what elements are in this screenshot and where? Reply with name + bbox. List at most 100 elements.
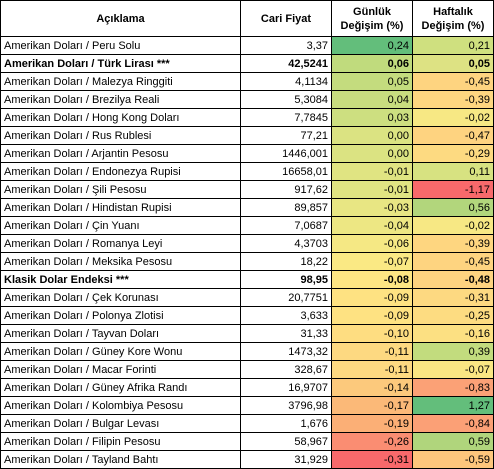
weekly-change-cell: -0,02 [412, 216, 494, 235]
daily-change-cell: 0,05 [331, 72, 413, 91]
currency-pair-cell: Amerikan Doları / Endonezya Rupisi [0, 162, 241, 181]
weekly-change-cell: -0,39 [412, 90, 494, 109]
table-row: Amerikan Doları / Tayvan Doları 31,33 -0,1… [0, 324, 494, 343]
table-body: Amerikan Doları / Peru Solu 3,37 0,24 0,21 A… [0, 36, 494, 469]
table-row: Amerikan Doları / Bulgar Levası 1,676 -0,1… [0, 414, 494, 433]
current-price-cell: 20,7751 [240, 288, 332, 307]
daily-change-cell: -0,01 [331, 180, 413, 199]
header-weekly-change: Haftalık Değişim (%) [412, 0, 494, 37]
currency-pair-cell: Amerikan Doları / Malezya Ringgiti [0, 72, 241, 91]
weekly-change-cell: 0,59 [412, 432, 494, 451]
weekly-change-cell: -0,31 [412, 288, 494, 307]
current-price-cell: 328,67 [240, 360, 332, 379]
current-price-cell: 917,62 [240, 180, 332, 199]
currency-pair-cell: Amerikan Doları / Brezilya Reali [0, 90, 241, 109]
currency-pair-cell: Amerikan Doları / Peru Solu [0, 36, 241, 55]
table-row: Amerikan Doları / Türk Lirası *** 42,5241… [0, 54, 494, 73]
current-price-cell: 5,3084 [240, 90, 332, 109]
daily-change-cell: 0,03 [331, 108, 413, 127]
header-row: Açıklama Cari Fiyat Günlük Değişim (%) H… [0, 0, 494, 37]
table-row: Amerikan Doları / Peru Solu 3,37 0,24 0,21 [0, 36, 494, 55]
currency-pair-cell: Amerikan Doları / Çek Korunası [0, 288, 241, 307]
currency-pair-cell: Amerikan Doları / Hindistan Rupisi [0, 198, 241, 217]
daily-change-cell: -0,01 [331, 162, 413, 181]
weekly-change-cell: -0,39 [412, 234, 494, 253]
current-price-cell: 4,1134 [240, 72, 332, 91]
table-header: Açıklama Cari Fiyat Günlük Değişim (%) H… [0, 0, 494, 37]
weekly-change-cell: -0,29 [412, 144, 494, 163]
current-price-cell: 3,633 [240, 306, 332, 325]
table-row: Amerikan Doları / Tayland Bahtı 31,929 -0,… [0, 450, 494, 469]
header-weekly-line1: Haftalık [433, 5, 473, 18]
table-row: Amerikan Doları / Macar Forinti 328,67 -0,… [0, 360, 494, 379]
weekly-change-cell: -0,47 [412, 126, 494, 145]
weekly-change-cell: -0,83 [412, 378, 494, 397]
currency-pair-cell: Amerikan Doları / Filipin Pesosu [0, 432, 241, 451]
current-price-cell: 77,21 [240, 126, 332, 145]
currency-pair-cell: Amerikan Doları / Bulgar Levası [0, 414, 241, 433]
current-price-cell: 16658,01 [240, 162, 332, 181]
table-row: Amerikan Doları / Endonezya Rupisi 16658,… [0, 162, 494, 181]
currency-pair-cell: Amerikan Doları / Tayland Bahtı [0, 450, 241, 469]
table-row: Amerikan Doları / Meksika Pesosu 18,22 -0,… [0, 252, 494, 271]
currency-pair-cell: Amerikan Doları / Kolombiya Pesosu [0, 396, 241, 415]
table-row: Amerikan Doları / Brezilya Reali 5,3084 0,… [0, 90, 494, 109]
currency-pair-cell: Amerikan Doları / Rus Rublesi [0, 126, 241, 145]
currency-pair-cell: Amerikan Doları / Arjantin Pesosu [0, 144, 241, 163]
table-row: Amerikan Doları / Çin Yuanı 7,0687 -0,04 -0… [0, 216, 494, 235]
table-row: Amerikan Doları / Hindistan Rupisi 89,857… [0, 198, 494, 217]
current-price-cell: 31,33 [240, 324, 332, 343]
daily-change-cell: 0,06 [331, 54, 413, 73]
header-price: Cari Fiyat [240, 0, 332, 37]
current-price-cell: 3,37 [240, 36, 332, 55]
current-price-cell: 3796,98 [240, 396, 332, 415]
daily-change-cell: -0,09 [331, 306, 413, 325]
table-row: Amerikan Doları / Polonya Zlotisi 3,633 -0… [0, 306, 494, 325]
daily-change-cell: 0,00 [331, 144, 413, 163]
currency-pair-cell: Amerikan Doları / Güney Afrika Randı [0, 378, 241, 397]
table-row: Amerikan Doları / Hong Kong Doları 7,7845… [0, 108, 494, 127]
currency-pair-cell: Amerikan Doları / Şili Pesosu [0, 180, 241, 199]
currency-pair-cell: Amerikan Doları / Çin Yuanı [0, 216, 241, 235]
table-row: Amerikan Doları / Güney Kore Wonu 1473,32… [0, 342, 494, 361]
header-weekly-line2: Değişim (%) [421, 19, 485, 32]
weekly-change-cell: -0,45 [412, 252, 494, 271]
current-price-cell: 58,967 [240, 432, 332, 451]
current-price-cell: 42,5241 [240, 54, 332, 73]
daily-change-cell: 0,04 [331, 90, 413, 109]
table-row: Amerikan Doları / Çek Korunası 20,7751 -0,… [0, 288, 494, 307]
current-price-cell: 7,7845 [240, 108, 332, 127]
daily-change-cell: -0,31 [331, 450, 413, 469]
currency-pair-cell: Amerikan Doları / Meksika Pesosu [0, 252, 241, 271]
currency-pair-cell: Amerikan Doları / Türk Lirası *** [0, 54, 241, 73]
daily-change-cell: 0,24 [331, 36, 413, 55]
table-row: Klasik Dolar Endeksi *** 98,95 -0,08 -0,48 [0, 270, 494, 289]
weekly-change-cell: -0,16 [412, 324, 494, 343]
current-price-cell: 98,95 [240, 270, 332, 289]
current-price-cell: 1,676 [240, 414, 332, 433]
daily-change-cell: -0,06 [331, 234, 413, 253]
weekly-change-cell: -0,48 [412, 270, 494, 289]
weekly-change-cell: -0,59 [412, 450, 494, 469]
current-price-cell: 4,3703 [240, 234, 332, 253]
weekly-change-cell: 0,21 [412, 36, 494, 55]
weekly-change-cell: -1,17 [412, 180, 494, 199]
daily-change-cell: -0,03 [331, 198, 413, 217]
currency-pair-cell: Amerikan Doları / Güney Kore Wonu [0, 342, 241, 361]
weekly-change-cell: -0,02 [412, 108, 494, 127]
table-row: Amerikan Doları / Romanya Leyi 4,3703 -0,0… [0, 234, 494, 253]
weekly-change-cell: 0,11 [412, 162, 494, 181]
daily-change-cell: 0,00 [331, 126, 413, 145]
currency-pair-cell: Amerikan Doları / Romanya Leyi [0, 234, 241, 253]
current-price-cell: 7,0687 [240, 216, 332, 235]
daily-change-cell: -0,09 [331, 288, 413, 307]
daily-change-cell: -0,11 [331, 342, 413, 361]
header-daily-line2: Değişim (%) [340, 19, 404, 32]
weekly-change-cell: 0,39 [412, 342, 494, 361]
weekly-change-cell: -0,25 [412, 306, 494, 325]
current-price-cell: 18,22 [240, 252, 332, 271]
table-row: Amerikan Doları / Güney Afrika Randı 16,9… [0, 378, 494, 397]
weekly-change-cell: 0,05 [412, 54, 494, 73]
current-price-cell: 1473,32 [240, 342, 332, 361]
currency-pair-cell: Amerikan Doları / Macar Forinti [0, 360, 241, 379]
